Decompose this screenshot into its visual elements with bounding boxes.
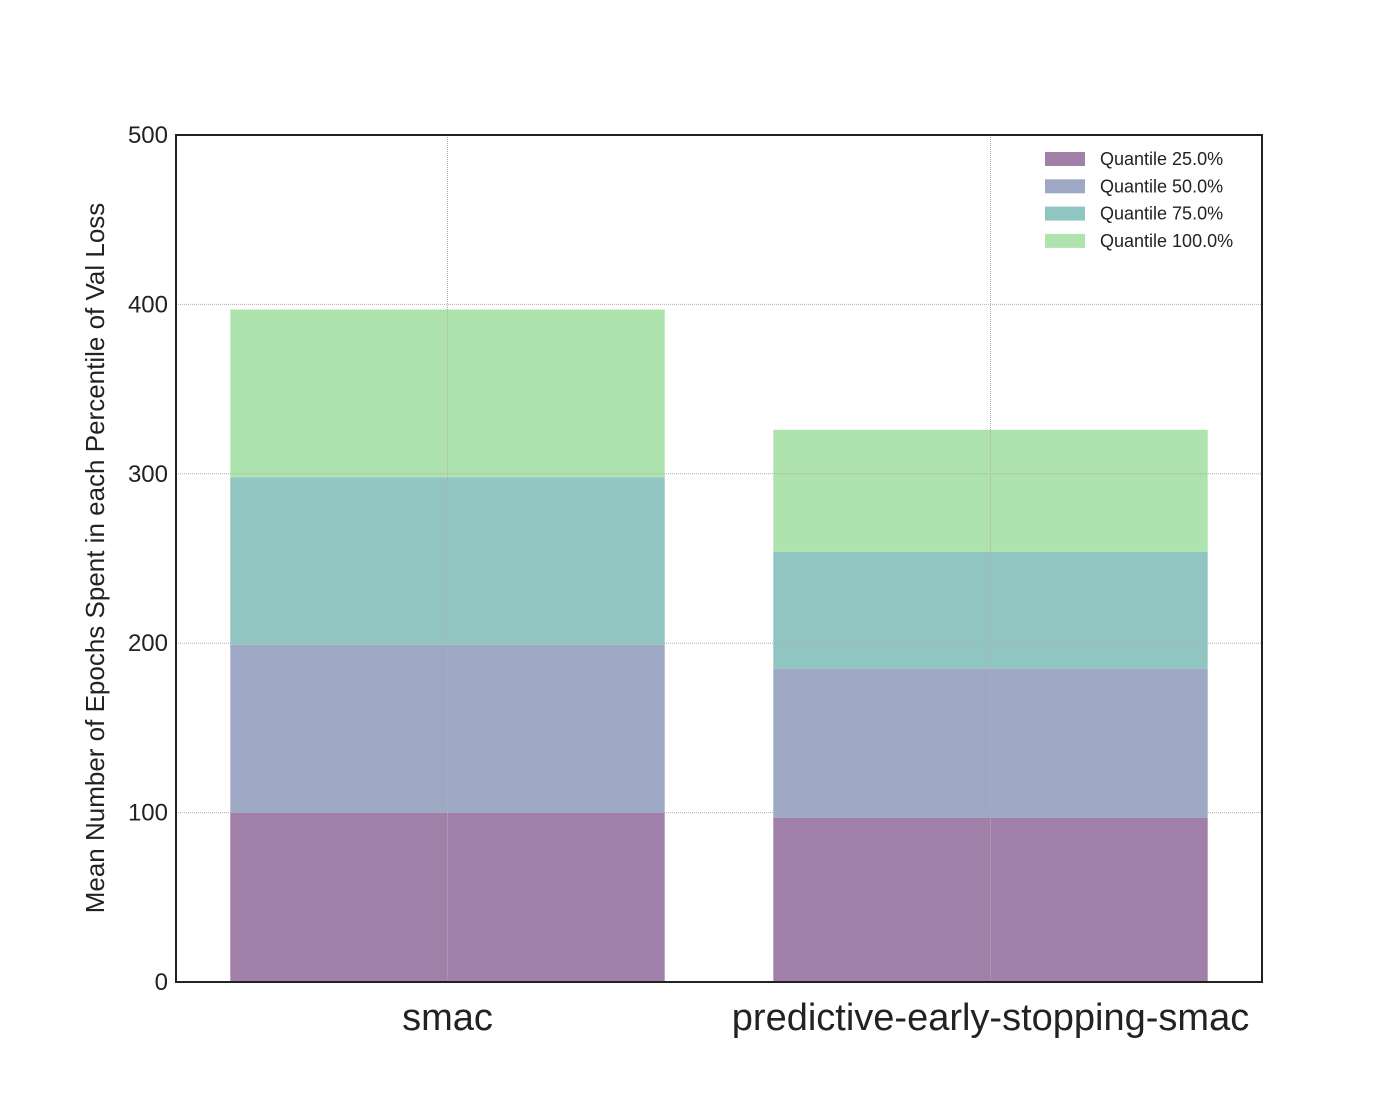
y-tick-label: 400 <box>128 291 168 318</box>
y-tick-label: 100 <box>128 800 168 827</box>
x-axis-categories: smac predictive-early-stopping-smac <box>402 997 1249 1039</box>
x-category-label: smac <box>402 997 493 1039</box>
y-tick-label: 0 <box>155 969 168 996</box>
y-axis-ticks: 0 100 200 300 400 500 <box>128 122 168 996</box>
legend-swatch <box>1045 233 1085 248</box>
legend-swatch <box>1045 179 1085 194</box>
plot-frame <box>175 134 1263 983</box>
x-category-label: predictive-early-stopping-smac <box>732 997 1249 1039</box>
legend-swatch <box>1045 152 1085 166</box>
grid-layer <box>176 135 1262 982</box>
legend-swatch <box>1045 206 1085 221</box>
y-axis-label: Mean Number of Epochs Spent in each Perc… <box>80 203 110 914</box>
bar-segment <box>230 644 665 813</box>
legend-label: Quantile 100.0% <box>1100 231 1233 251</box>
y-tick-label: 500 <box>128 122 168 149</box>
legend-label: Quantile 25.0% <box>1100 149 1223 169</box>
legend-label: Quantile 75.0% <box>1100 204 1223 224</box>
legend-label: Quantile 50.0% <box>1100 176 1223 196</box>
legend: Quantile 25.0% Quantile 50.0% Quantile 75.… <box>1045 149 1233 251</box>
y-tick-label: 200 <box>128 630 168 657</box>
y-tick-label: 300 <box>128 461 168 488</box>
